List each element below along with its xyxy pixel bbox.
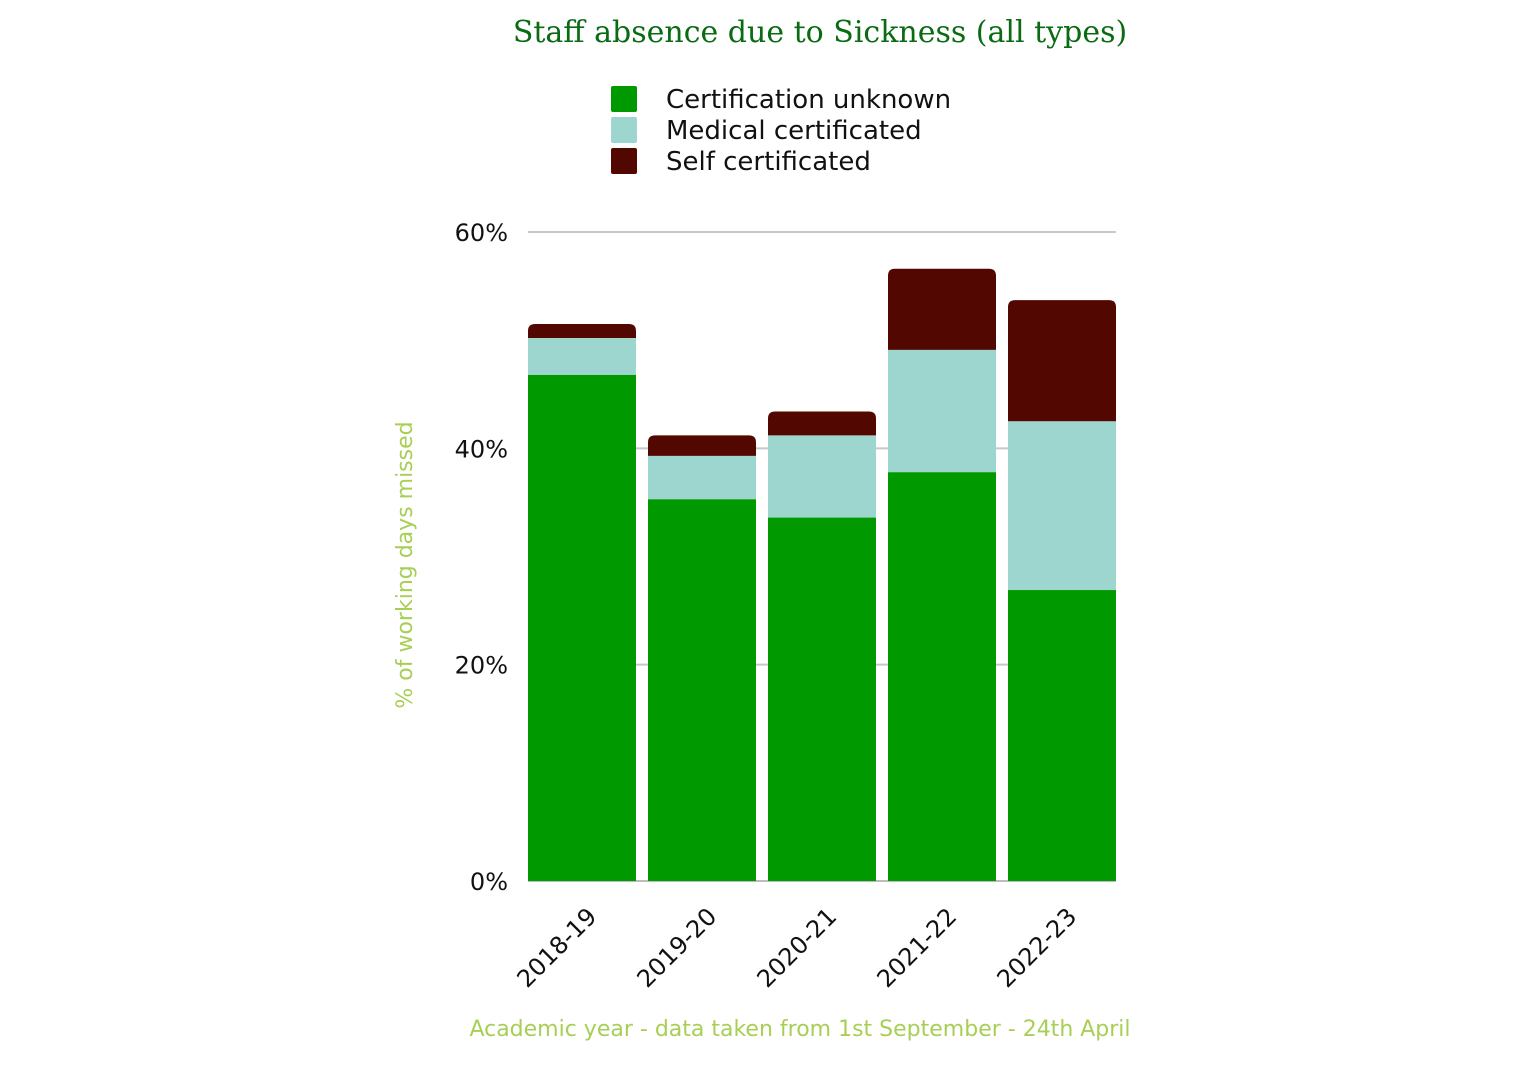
- legend-swatch: [611, 117, 637, 143]
- y-tick-label: 40%: [455, 435, 508, 463]
- bars: [528, 268, 1116, 881]
- bar-segment: [528, 323, 636, 339]
- y-tick-label: 0%: [470, 868, 508, 896]
- bar-segment: [768, 517, 876, 881]
- x-tick-label: 2018-19: [512, 902, 603, 993]
- bar-segment: [1008, 300, 1116, 422]
- y-tick-label: 60%: [455, 219, 508, 247]
- bar-segment: [648, 435, 756, 456]
- x-axis-title: Academic year - data taken from 1st Sept…: [469, 1017, 1130, 1042]
- legend-swatch: [611, 86, 637, 112]
- x-tick-label: 2020-21: [752, 902, 843, 993]
- bar-segment: [888, 472, 996, 881]
- y-axis-title: % of working days missed: [393, 421, 418, 708]
- legend-swatch: [611, 148, 637, 174]
- bar-segment: [648, 499, 756, 881]
- x-tick-label: 2021-22: [872, 902, 963, 993]
- x-tick-label: 2019-20: [632, 902, 723, 993]
- y-axis-ticks: 0% 20% 40% 60%: [455, 219, 508, 896]
- legend-label: Self certificated: [666, 147, 871, 177]
- bar-segment: [648, 455, 756, 500]
- x-tick-label: 2022-23: [992, 902, 1083, 993]
- legend-label: Medical certificated: [666, 116, 922, 146]
- bar-segment: [768, 435, 876, 518]
- bar-segment: [888, 268, 996, 350]
- legend-label: Certification unknown: [666, 85, 951, 115]
- bar-segment: [1008, 421, 1116, 591]
- bar-segment: [1008, 590, 1116, 881]
- y-tick-label: 20%: [455, 652, 508, 680]
- bar-segment: [768, 411, 876, 436]
- chart-title: Staff absence due to Sickness (all types…: [513, 15, 1127, 50]
- bar-segment: [528, 338, 636, 375]
- bar-segment: [888, 349, 996, 473]
- bar-segment: [528, 374, 636, 881]
- x-axis-ticks: 2018-19 2019-20 2020-21 2021-22 2022-23: [512, 902, 1083, 993]
